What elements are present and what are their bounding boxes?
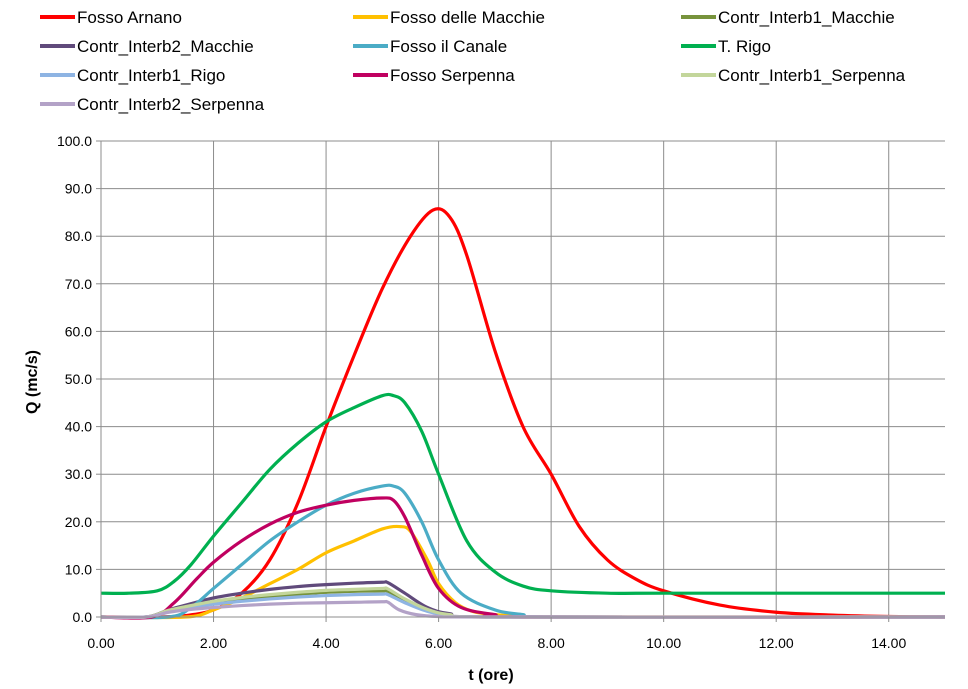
legend-label: Contr_Interb1_Rigo	[77, 66, 225, 85]
y-tick-label: 100.0	[57, 133, 92, 149]
y-tick-label: 10.0	[65, 561, 92, 577]
legend-item-fosso-delle-macchie: Fosso delle Macchie	[353, 8, 545, 27]
legend-label: Contr_Interb1_Serpenna	[718, 66, 906, 85]
x-axis-title: t (ore)	[468, 667, 513, 684]
y-tick-label: 20.0	[65, 514, 92, 530]
y-tick-label: 90.0	[65, 181, 92, 197]
legend-label: Fosso Serpenna	[390, 66, 515, 85]
x-tick-label: 0.00	[87, 635, 114, 651]
x-tick-label: 10.00	[646, 635, 681, 651]
legend-item-contr-interb1-rigo: Contr_Interb1_Rigo	[40, 66, 225, 85]
legend-item-t-rigo: T. Rigo	[681, 37, 771, 56]
x-tick-label: 2.00	[200, 635, 227, 651]
y-tick-label: 40.0	[65, 419, 92, 435]
x-tick-label: 8.00	[538, 635, 565, 651]
legend-item-fosso-serpenna: Fosso Serpenna	[353, 66, 515, 85]
y-tick-label: 80.0	[65, 228, 92, 244]
y-tick-label: 30.0	[65, 466, 92, 482]
legend-item-fosso-il-canale: Fosso il Canale	[353, 37, 507, 56]
legend-item-contr-interb1-macchie: Contr_Interb1_Macchie	[681, 8, 895, 27]
grid	[100, 140, 945, 618]
legend-item-contr-interb2-serpenna: Contr_Interb2_Serpenna	[40, 95, 265, 114]
series-line-fosso-arnano	[100, 207, 946, 619]
x-tick-label: 6.00	[425, 635, 452, 651]
legend-label: Fosso Arnano	[77, 8, 182, 27]
legend-label: Contr_Interb2_Macchie	[77, 37, 254, 56]
legend-label: Contr_Interb2_Serpenna	[77, 95, 265, 114]
legend: Fosso Arnano Fosso delle Macchie Contr_Int…	[40, 8, 906, 114]
x-tick-label: 12.00	[759, 635, 794, 651]
legend-label: Contr_Interb1_Macchie	[718, 8, 895, 27]
y-tick-label: 0.0	[73, 609, 93, 625]
y-tick-label: 70.0	[65, 276, 92, 292]
x-tick-label: 4.00	[312, 635, 339, 651]
series-line-fosso-il-canale	[100, 483, 946, 620]
series-line-t-rigo	[100, 392, 945, 595]
legend-item-contr-interb1-serpenna: Contr_Interb1_Serpenna	[681, 66, 906, 85]
legend-label: T. Rigo	[718, 37, 771, 56]
x-tick-label: 14.00	[871, 635, 906, 651]
legend-item-fosso-arnano: Fosso Arnano	[40, 8, 182, 27]
series-lines	[100, 207, 946, 620]
legend-item-contr-interb2-macchie: Contr_Interb2_Macchie	[40, 37, 254, 56]
y-tick-label: 50.0	[65, 371, 92, 387]
axes: 0.0 10.0 20.0 30.0 40.0 50.0 60.0 70.0 80.0 90.0 1…	[57, 133, 945, 651]
legend-label: Fosso il Canale	[390, 37, 507, 56]
y-tick-label: 60.0	[65, 323, 92, 339]
y-axis-title: Q (mc/s)	[24, 350, 41, 414]
legend-label: Fosso delle Macchie	[390, 8, 545, 27]
